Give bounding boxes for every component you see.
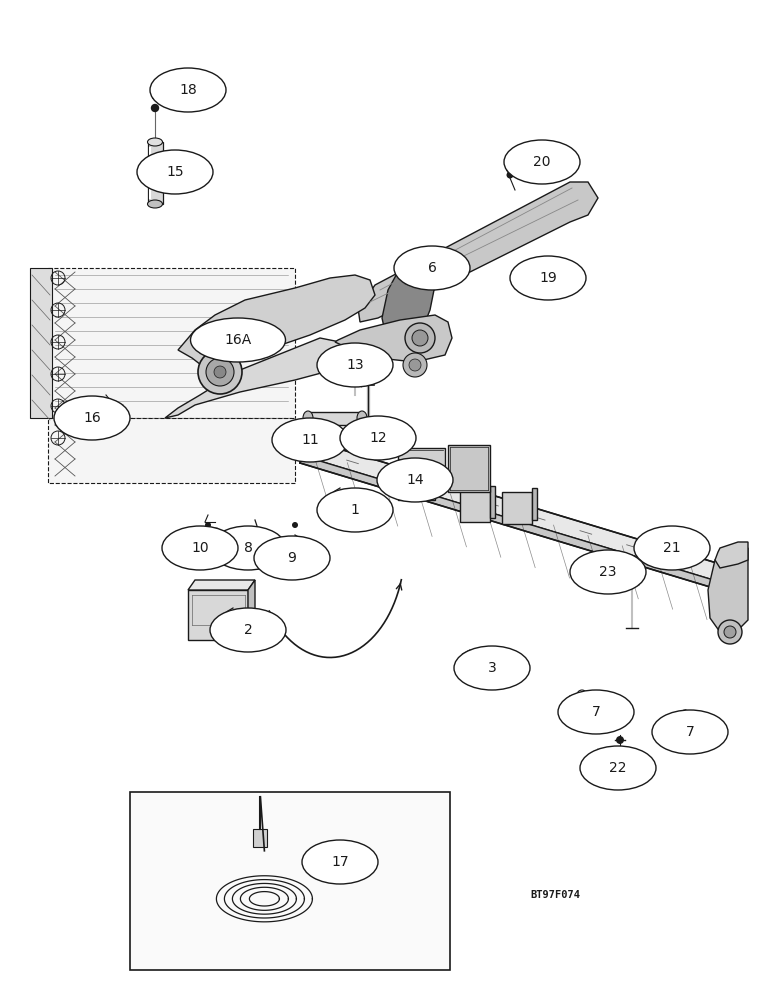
Text: 8: 8 [243, 541, 252, 555]
Text: 16A: 16A [225, 333, 252, 347]
Polygon shape [188, 580, 255, 590]
Circle shape [506, 172, 513, 178]
Ellipse shape [317, 343, 393, 387]
Text: 12: 12 [369, 431, 387, 445]
Ellipse shape [137, 150, 213, 194]
Ellipse shape [210, 608, 286, 652]
Text: 20: 20 [533, 155, 550, 169]
Text: 21: 21 [663, 541, 681, 555]
Text: 2: 2 [244, 623, 252, 637]
Polygon shape [532, 488, 537, 520]
Ellipse shape [210, 526, 286, 570]
Ellipse shape [580, 746, 656, 790]
Ellipse shape [150, 68, 226, 112]
Text: 19: 19 [539, 271, 557, 285]
Polygon shape [165, 338, 345, 418]
Bar [48, 268, 295, 418]
Ellipse shape [162, 526, 238, 570]
Ellipse shape [302, 840, 378, 884]
Polygon shape [460, 490, 490, 522]
Ellipse shape [377, 458, 453, 502]
Circle shape [616, 736, 624, 744]
Ellipse shape [357, 411, 367, 425]
Polygon shape [300, 455, 720, 590]
Ellipse shape [147, 138, 162, 146]
Circle shape [412, 330, 428, 346]
Polygon shape [502, 492, 532, 524]
Text: 14: 14 [406, 473, 424, 487]
Polygon shape [30, 268, 52, 418]
Ellipse shape [510, 256, 586, 300]
Polygon shape [708, 548, 748, 632]
Circle shape [205, 522, 211, 528]
Polygon shape [188, 590, 248, 640]
Text: 9: 9 [287, 551, 296, 565]
Polygon shape [715, 542, 748, 568]
Polygon shape [398, 448, 445, 500]
Circle shape [409, 359, 421, 371]
Ellipse shape [317, 488, 393, 532]
Circle shape [405, 323, 435, 353]
Polygon shape [248, 580, 255, 630]
Circle shape [724, 626, 736, 638]
Polygon shape [382, 262, 435, 358]
Polygon shape [335, 315, 452, 362]
Ellipse shape [394, 246, 470, 290]
Ellipse shape [303, 411, 313, 425]
Polygon shape [358, 182, 598, 322]
Bar [48, 418, 295, 483]
Polygon shape [490, 486, 495, 518]
Circle shape [206, 358, 234, 386]
Text: 6: 6 [428, 261, 436, 275]
Ellipse shape [54, 396, 130, 440]
Circle shape [577, 690, 587, 700]
Text: 11: 11 [301, 433, 319, 447]
Text: 22: 22 [609, 761, 627, 775]
Ellipse shape [652, 710, 728, 754]
Circle shape [214, 366, 226, 378]
Ellipse shape [147, 200, 162, 208]
Circle shape [403, 353, 427, 377]
Polygon shape [448, 445, 490, 492]
Circle shape [151, 104, 158, 111]
Ellipse shape [504, 140, 580, 184]
Text: 23: 23 [599, 565, 617, 579]
Bar [130, 792, 450, 970]
Ellipse shape [558, 690, 634, 734]
Circle shape [659, 562, 665, 568]
Text: 18: 18 [179, 83, 197, 97]
Polygon shape [308, 412, 362, 425]
Ellipse shape [570, 550, 646, 594]
Text: 10: 10 [191, 541, 208, 555]
Polygon shape [178, 275, 375, 368]
Circle shape [198, 350, 242, 394]
Text: 7: 7 [686, 725, 694, 739]
Text: BT97F074: BT97F074 [530, 890, 580, 900]
Circle shape [292, 522, 298, 528]
Ellipse shape [191, 318, 286, 362]
Text: 16: 16 [83, 411, 101, 425]
Circle shape [718, 620, 742, 644]
Ellipse shape [340, 416, 416, 460]
Circle shape [680, 710, 690, 720]
Ellipse shape [634, 526, 710, 570]
Text: 7: 7 [591, 705, 601, 719]
Bar [148, 142, 163, 204]
Bar [253, 829, 267, 847]
Text: 13: 13 [346, 358, 364, 372]
Text: 3: 3 [488, 661, 496, 675]
Text: 17: 17 [331, 855, 349, 869]
Ellipse shape [254, 536, 330, 580]
Text: 15: 15 [166, 165, 184, 179]
Ellipse shape [454, 646, 530, 690]
Text: 1: 1 [350, 503, 360, 517]
Polygon shape [300, 437, 720, 582]
Ellipse shape [272, 418, 348, 462]
